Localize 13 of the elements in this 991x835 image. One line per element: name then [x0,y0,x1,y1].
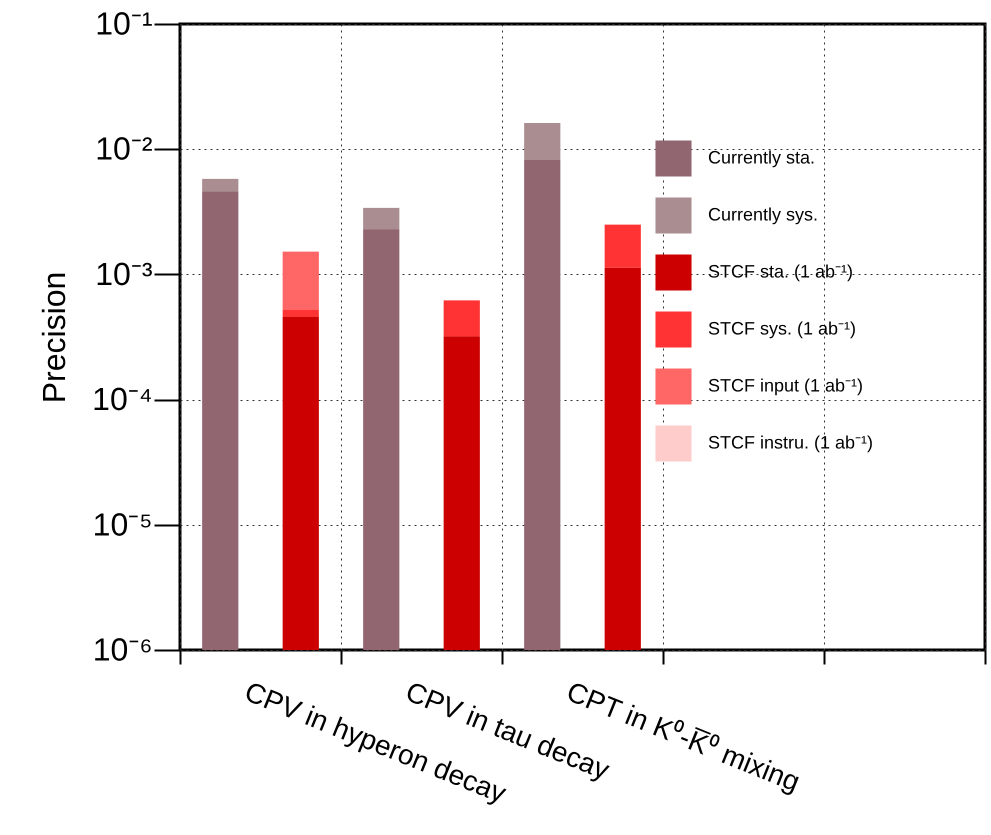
legend-label: STCF sta. (1 ab⁻¹) [708,262,854,282]
legend-label: Currently sys. [708,204,818,224]
y-tick-label: 10⁻³ [95,256,153,292]
y-tick-label: 10⁻⁶ [92,632,152,668]
legend-label: STCF sys. (1 ab⁻¹) [708,318,856,338]
y-tick-label: 10⁻⁵ [92,506,152,542]
legend-label: Currently sta. [708,148,816,168]
y-tick-label: 10⁻¹ [95,6,152,42]
y-axis-title: Precision [36,272,72,404]
legend-label: STCF instru. (1 ab⁻¹) [708,432,874,452]
legend-label: STCF input (1 ab⁻¹) [708,376,864,396]
y-tick-label: 10⁻² [95,130,153,167]
y-tick-label: 10⁻⁴ [92,381,152,418]
